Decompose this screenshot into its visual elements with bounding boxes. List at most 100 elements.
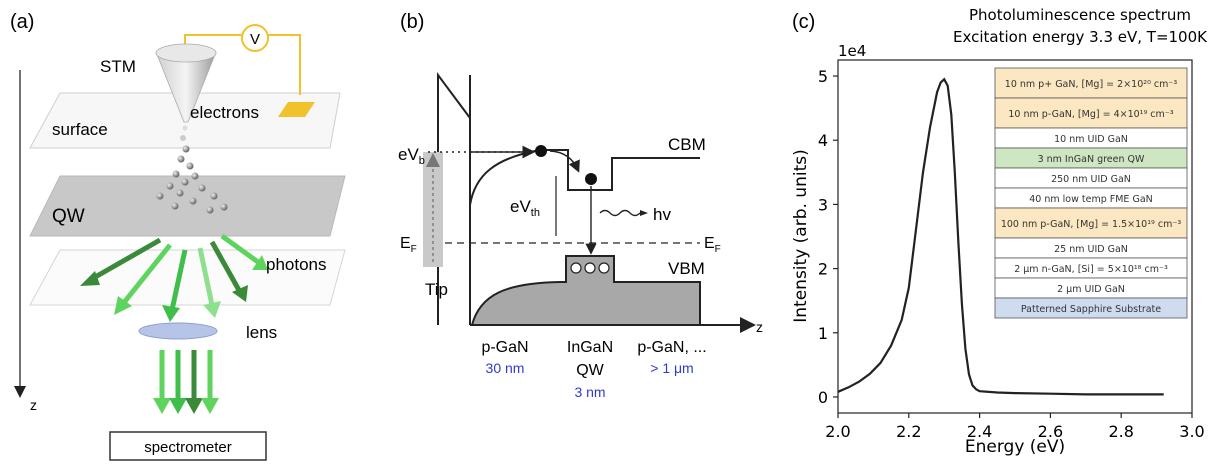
electron-dot (171, 202, 179, 210)
panel-b-label: (b) (400, 11, 424, 33)
electron-dot (186, 162, 194, 170)
vbm-label: VBM (668, 259, 705, 278)
photon-arrow-head (232, 285, 248, 302)
stack-layer-label: 10 nm p-GaN, [Mg] = 4×10¹⁹ cm⁻³ (1008, 109, 1173, 120)
z-axis-label: z (756, 319, 763, 335)
relaxation-arrow (549, 150, 580, 173)
stm-label: STM (100, 57, 136, 76)
panel-c-label: (c) (792, 11, 815, 33)
y-tick-label: 1 (818, 324, 828, 343)
electron-dot (176, 189, 184, 197)
electron-dot (166, 182, 174, 190)
photon-arrows (80, 233, 268, 322)
photon-wave-icon (599, 209, 641, 217)
panel-a: (a) z surface QW V STM electrons (10, 11, 346, 461)
cbm-line (469, 149, 700, 206)
photon-arrow (220, 233, 260, 265)
panel-b: (b) z Tip eVb CBM hv eVth EF EF (398, 11, 763, 400)
stack-layer (994, 297, 1188, 319)
stack-layer-label: 100 nm p-GaN, [Mg] = 1.5×10¹⁹ cm⁻³ (1001, 219, 1182, 230)
lens-label: lens (246, 323, 277, 342)
electrons-label: electrons (190, 103, 259, 122)
x-tick-label: 2.6 (1038, 422, 1063, 441)
x-tick-label: 2.0 (825, 422, 850, 441)
y-tick-label: 4 (818, 131, 828, 150)
photon-arrow-head (252, 255, 268, 270)
y-axis-label: Intensity (arb. units) (791, 149, 811, 322)
stack-layer-label: 250 nm UID GaN (1051, 174, 1131, 185)
electron-dot (181, 178, 189, 186)
electron-dot (180, 135, 186, 141)
electron-dot (177, 155, 185, 163)
photon-arrow-head (80, 271, 100, 286)
y-tick-label: 3 (818, 195, 828, 214)
hv-label: hv (653, 205, 671, 224)
stack-layer-label: 40 nm low temp FME GaN (1029, 194, 1153, 205)
lens-icon (138, 322, 218, 340)
ef-left-label: EF (400, 235, 417, 255)
electron-dot (156, 192, 164, 200)
electron-dot (172, 170, 180, 178)
stack-layer-label: Patterned Sapphire Substrate (1021, 304, 1161, 315)
pl-spectrum-line (837, 77, 1164, 396)
photon-wave-head (640, 210, 648, 216)
tip-fermi-bar (423, 152, 443, 267)
x-tick-label: 3.0 (1179, 422, 1204, 441)
hole-icon (584, 262, 596, 274)
z-axis-label: z (30, 397, 37, 413)
spectrometer-box (109, 431, 267, 461)
layer-2-thickness: 3 nm (574, 384, 605, 400)
electron-dot (198, 184, 206, 192)
photon-arrow (209, 240, 243, 294)
circuit-wire-right (267, 34, 301, 95)
evb-label: eVb (398, 145, 425, 167)
photon-arrow-head (153, 398, 171, 414)
photon-arrow (169, 249, 188, 311)
chart-title: Photoluminescence spectrum (969, 6, 1191, 24)
layer-3-name: p-GaN, ... (637, 339, 706, 356)
layer-1-name: p-GaN (481, 339, 528, 356)
electron-dot (210, 192, 218, 200)
chart-subtitle: Excitation energy 3.3 eV, T=100K (953, 28, 1208, 46)
photons-label: photons (266, 255, 327, 274)
electron-dot (535, 145, 547, 157)
panel-c: (c) Photoluminescence spectrum Excitatio… (791, 6, 1208, 457)
hole-icon (598, 262, 610, 274)
tip-label: Tip (425, 280, 448, 299)
stack-layer-label: 25 nm UID GaN (1054, 244, 1128, 255)
photon-arrow (120, 243, 172, 307)
valence-band-fill (470, 255, 701, 326)
electron-dot (189, 197, 197, 205)
electron-dots (156, 125, 228, 214)
sample-contact-icon (278, 102, 315, 117)
electron-dot (191, 172, 199, 180)
cbm-label: CBM (668, 135, 706, 154)
axis-ticks: 2.0 2.2 2.4 2.6 2.8 3.0 0 1 2 3 4 5 (818, 67, 1205, 441)
electron-dot (182, 125, 188, 131)
stack-layer (994, 67, 1188, 99)
photon-arrow-head (162, 305, 180, 322)
ef-right-label: EF (704, 235, 721, 255)
layer-2-name-line2: QW (576, 362, 604, 379)
layer-3-thickness: > 1 μm (650, 360, 693, 376)
photon-plane (29, 249, 346, 306)
x-axis-label: Energy (eV) (965, 437, 1065, 457)
holes (570, 262, 610, 274)
electron-dot (220, 203, 228, 211)
x-tick-label: 2.2 (896, 422, 921, 441)
stm-tip-top (155, 43, 217, 63)
photon-arrow-head (185, 398, 203, 414)
electron-dot (206, 206, 214, 214)
x-tick-label: 2.4 (967, 422, 992, 441)
layer-1-thickness: 30 nm (486, 360, 525, 376)
x-tick-label: 2.8 (1108, 422, 1133, 441)
spectrometer-label: spectrometer (144, 439, 232, 456)
stack-layer-label: 2 μm n-GaN, [Si] = 5×10¹⁸ cm⁻³ (1014, 264, 1168, 275)
photon-arrow-head (169, 398, 187, 414)
stack-layer-label: 10 nm UID GaN (1054, 134, 1128, 145)
qw-label: QW (52, 206, 85, 227)
layer-2-name: InGaN (567, 339, 613, 356)
electron-dot (585, 173, 597, 185)
